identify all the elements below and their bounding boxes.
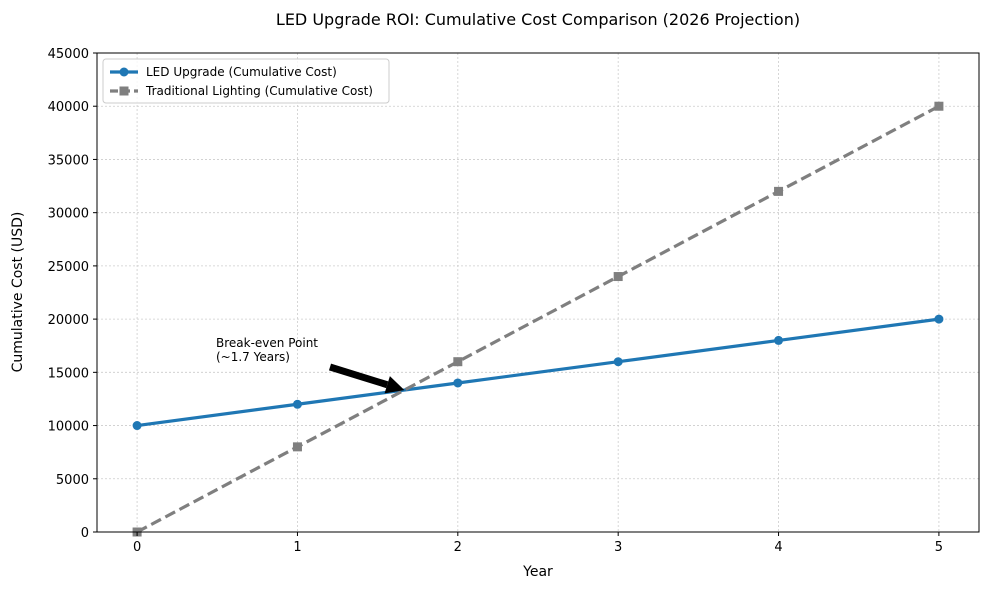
annotation: Break-even Point (~1.7 Years) [216,336,405,394]
data-point-0 [774,335,784,345]
data-point-0 [132,421,142,431]
series-line-1 [136,104,940,534]
data-point-1 [774,186,784,196]
series-layer [132,101,944,537]
legend-marker-0 [119,67,129,77]
y-tick-label: 35000 [48,153,89,168]
x-tick-label: 5 [935,540,943,555]
legend-label-0: LED Upgrade (Cumulative Cost) [146,65,337,79]
annotation-arrow-shaft [328,363,389,389]
x-tick-label: 2 [454,540,462,555]
y-tick-label: 10000 [48,420,89,435]
y-tick-label: 40000 [48,100,89,115]
chart-title: LED Upgrade ROI: Cumulative Cost Compari… [276,10,800,29]
axis-ticks: 0 1 2 3 4 5 0 5000 10000 15000 20000 25000 30000 3500… [48,47,943,555]
x-tick-label: 1 [293,540,301,555]
legend-label-1: Traditional Lighting (Cumulative Cost) [145,84,373,98]
data-point-1 [292,442,302,452]
y-tick-label: 45000 [48,47,89,62]
grid [97,52,979,533]
series-line-0 [136,317,940,428]
x-tick-label: 0 [133,540,141,555]
data-point-1 [934,101,944,111]
plot-frame [96,52,980,533]
data-point-1 [613,272,623,282]
data-point-1 [453,357,463,367]
y-tick-label: 15000 [48,366,89,381]
x-axis-label: Year [522,564,553,580]
legend-marker-1 [119,86,129,96]
y-tick-label: 5000 [56,473,89,488]
y-axis-label: Cumulative Cost (USD) [10,212,26,373]
x-tick-label: 4 [774,540,782,555]
y-tick-label: 20000 [48,313,89,328]
annotation-arrow-head [384,376,405,394]
data-point-0 [934,314,944,324]
x-tick-label: 3 [614,540,622,555]
legend: LED Upgrade (Cumulative Cost) Traditional… [102,58,390,104]
y-tick-label: 25000 [48,260,89,275]
y-tick-label: 0 [81,526,89,541]
data-point-0 [292,399,302,409]
annotation-line-1: Break-even Point [216,336,318,350]
data-point-0 [613,357,623,367]
data-point-0 [453,378,463,388]
annotation-line-2: (~1.7 Years) [216,350,290,364]
y-tick-label: 30000 [48,207,89,222]
